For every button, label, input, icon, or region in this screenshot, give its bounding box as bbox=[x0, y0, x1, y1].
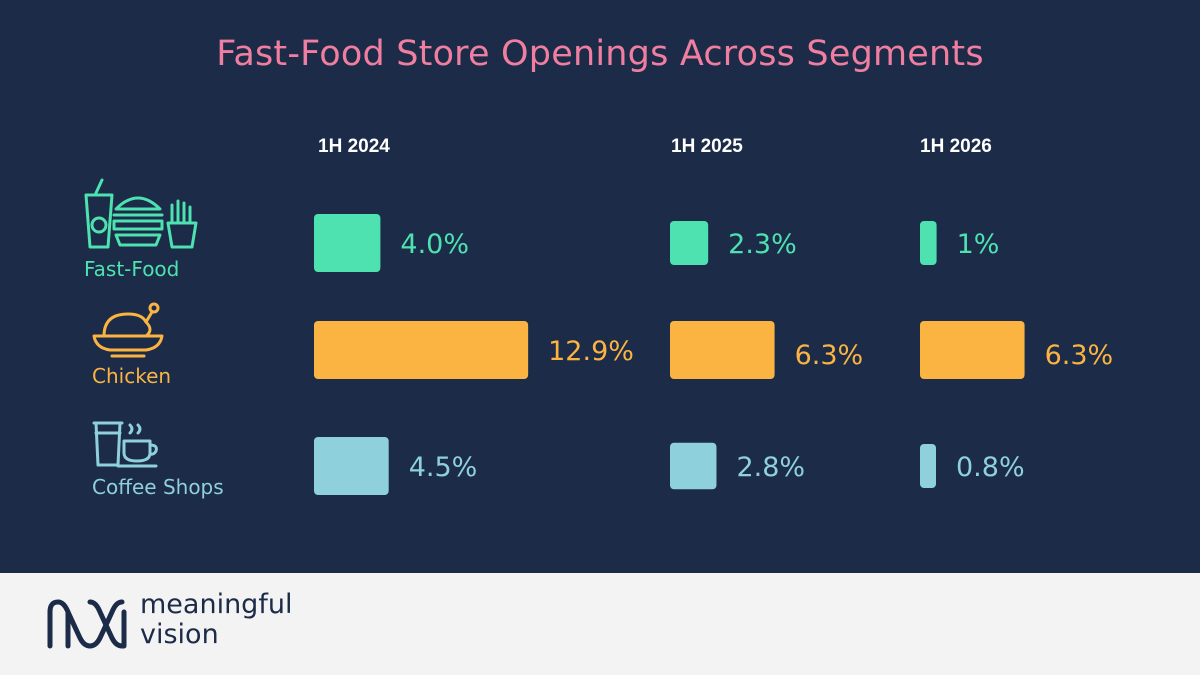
footer bbox=[0, 573, 1200, 675]
segment-label-coffee-shops: Coffee Shops bbox=[92, 475, 224, 499]
value-label-fast-food-1h-2026: 1% bbox=[957, 229, 1000, 260]
bar-chicken-1h-2025 bbox=[670, 321, 775, 379]
segment-label-fast-food: Fast-Food bbox=[84, 257, 180, 281]
bar-chicken-1h-2024 bbox=[314, 321, 529, 379]
bar-fast-food-1h-2024 bbox=[314, 214, 381, 272]
bars-layer: 4.0% 2.3% 1% 12.9% 6.3% 6.3% 4.5% 2.8% 0.8% bbox=[314, 214, 1114, 495]
value-label-chicken-1h-2026: 6.3% bbox=[1045, 340, 1114, 371]
fast-food-icon bbox=[84, 178, 198, 249]
value-label-chicken-1h-2024: 12.9% bbox=[548, 336, 634, 367]
value-label-fast-food-1h-2025: 2.3% bbox=[728, 229, 797, 260]
segment-label-chicken: Chicken bbox=[92, 364, 172, 388]
column-header-1h-2025: 1H 2025 bbox=[671, 136, 743, 157]
value-label-coffee-shops-1h-2024: 4.5% bbox=[409, 452, 478, 483]
bar-coffee-shops-1h-2026 bbox=[920, 444, 936, 488]
bar-coffee-shops-1h-2024 bbox=[314, 437, 389, 495]
bar-coffee-shops-1h-2025 bbox=[670, 442, 717, 490]
column-header-1h-2026: 1H 2026 bbox=[920, 136, 992, 157]
value-label-coffee-shops-1h-2025: 2.8% bbox=[736, 452, 805, 483]
brand-line-2: vision bbox=[140, 619, 219, 650]
brand-wordmark: meaningful vision bbox=[140, 590, 292, 650]
chart-panel bbox=[0, 0, 1200, 573]
value-label-coffee-shops-1h-2026: 0.8% bbox=[956, 452, 1025, 483]
column-header-1h-2024: 1H 2024 bbox=[318, 136, 390, 157]
bar-fast-food-1h-2026 bbox=[920, 221, 937, 265]
chicken-dish-icon bbox=[92, 302, 164, 358]
chart-title: Fast-Food Store Openings Across Segments bbox=[216, 34, 984, 74]
value-label-chicken-1h-2025: 6.3% bbox=[795, 340, 864, 371]
brand-line-1: meaningful bbox=[140, 589, 293, 620]
value-label-fast-food-1h-2024: 4.0% bbox=[400, 229, 469, 260]
coffee-cups-icon bbox=[92, 421, 158, 468]
meaningful-vision-logo bbox=[47, 599, 127, 649]
bar-chicken-1h-2026 bbox=[920, 321, 1025, 379]
bar-fast-food-1h-2025 bbox=[670, 221, 709, 265]
